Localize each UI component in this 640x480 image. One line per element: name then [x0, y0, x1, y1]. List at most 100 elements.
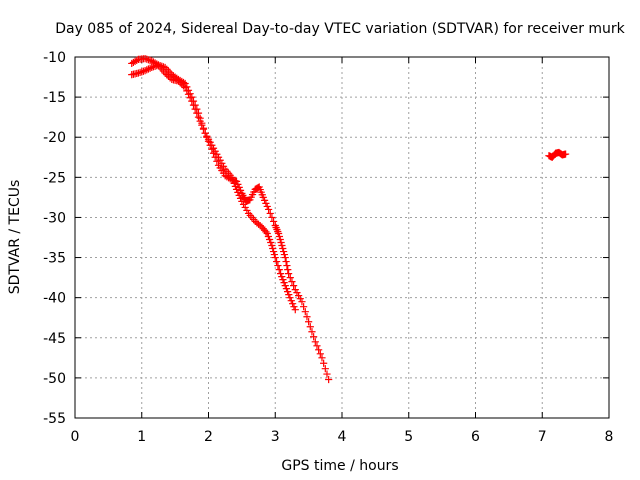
data-point [230, 179, 238, 187]
y-tick-label: -10 [43, 50, 66, 66]
y-tick-label: -35 [43, 251, 66, 267]
data-point [196, 117, 204, 125]
data-point [188, 97, 196, 105]
x-tick-label: 1 [137, 429, 146, 445]
data-point [278, 273, 286, 281]
y-tick-label: -25 [43, 170, 66, 186]
data-point [258, 191, 266, 199]
data-point [263, 229, 271, 238]
data-point [257, 188, 265, 196]
data-point [291, 306, 299, 314]
data-point [268, 241, 276, 250]
data-point [316, 350, 324, 358]
data-point [259, 193, 267, 201]
data-point [271, 253, 279, 262]
data-point [270, 250, 279, 259]
data-point [282, 285, 291, 293]
data-point [310, 333, 318, 341]
data-point [283, 288, 292, 296]
data-point [288, 278, 296, 286]
x-tick-label: 6 [471, 429, 480, 445]
data-point [246, 196, 254, 204]
data-point [198, 121, 206, 129]
data-point [308, 328, 316, 336]
data-point [318, 354, 326, 362]
data-point [272, 257, 281, 266]
x-tick-label: 8 [605, 429, 614, 445]
data-point [256, 185, 264, 194]
chart-title: Day 085 of 2024, Sidereal Day-to-day VTE… [55, 21, 625, 37]
data-point [274, 261, 282, 270]
x-tick-label: 7 [538, 429, 547, 445]
data-point [275, 232, 284, 241]
data-point [262, 199, 270, 208]
data-point [255, 183, 263, 191]
data-point [305, 318, 313, 326]
data-point [274, 229, 283, 238]
data-point [281, 253, 289, 262]
data-point [321, 365, 329, 373]
data-point [287, 297, 295, 305]
data-point [191, 105, 199, 113]
x-tick-label: 2 [204, 429, 213, 445]
data-point [301, 308, 309, 316]
data-point [234, 188, 242, 196]
data-point [269, 217, 278, 226]
data-point [276, 270, 285, 278]
data-point [269, 247, 278, 256]
y-tick-label: -15 [43, 90, 66, 106]
data-point [285, 291, 293, 299]
y-axis-label: SDTVAR / TECUs [7, 180, 23, 295]
data-point [290, 282, 298, 290]
plot-frame [74, 56, 610, 419]
data-point [199, 125, 208, 133]
x-tick-label: 4 [338, 429, 347, 445]
data-point [189, 101, 198, 109]
data-point [280, 250, 289, 259]
data-point [285, 270, 293, 278]
data-point [248, 190, 257, 199]
data-point [313, 342, 321, 350]
grid [75, 57, 609, 418]
data-point [286, 274, 294, 282]
data-point [279, 244, 287, 253]
data-point [247, 193, 255, 201]
y-tick-label: -20 [43, 130, 66, 146]
data-point [279, 276, 287, 284]
data-point [264, 205, 273, 214]
y-tick-label: -45 [43, 331, 66, 347]
data-point [289, 300, 297, 308]
data-point [265, 235, 274, 244]
data-point [276, 235, 284, 244]
data-point [232, 185, 241, 193]
data-point [300, 303, 308, 311]
y-tick-label: -30 [43, 210, 66, 226]
data-point [323, 370, 331, 378]
data-point [279, 247, 288, 256]
data-point [266, 209, 274, 218]
data-point [263, 202, 271, 211]
data-point [260, 196, 269, 204]
data-point [236, 194, 245, 202]
data-point [298, 298, 306, 306]
y-tick-label: -55 [43, 411, 66, 427]
x-tick-labels: 0 1 2 3 4 5 6 7 8 [71, 429, 614, 445]
data-point [213, 157, 221, 165]
data-point [303, 313, 311, 321]
data-point [280, 279, 288, 287]
data-point [193, 109, 201, 117]
x-tick-label: 0 [71, 429, 80, 445]
data-point [562, 150, 570, 158]
y-tick-labels: -10 -15 -20 -25 -30 -35 -40 -45 -50 -55 [43, 50, 66, 427]
x-tick-label: 5 [404, 429, 413, 445]
data-point [284, 265, 292, 274]
data-point [320, 359, 328, 367]
data-point [311, 338, 319, 346]
data-point [286, 294, 294, 302]
data-point [267, 238, 275, 247]
data-point [269, 244, 277, 253]
data-point [228, 173, 236, 181]
data-point [194, 113, 203, 121]
data-point [268, 213, 276, 222]
